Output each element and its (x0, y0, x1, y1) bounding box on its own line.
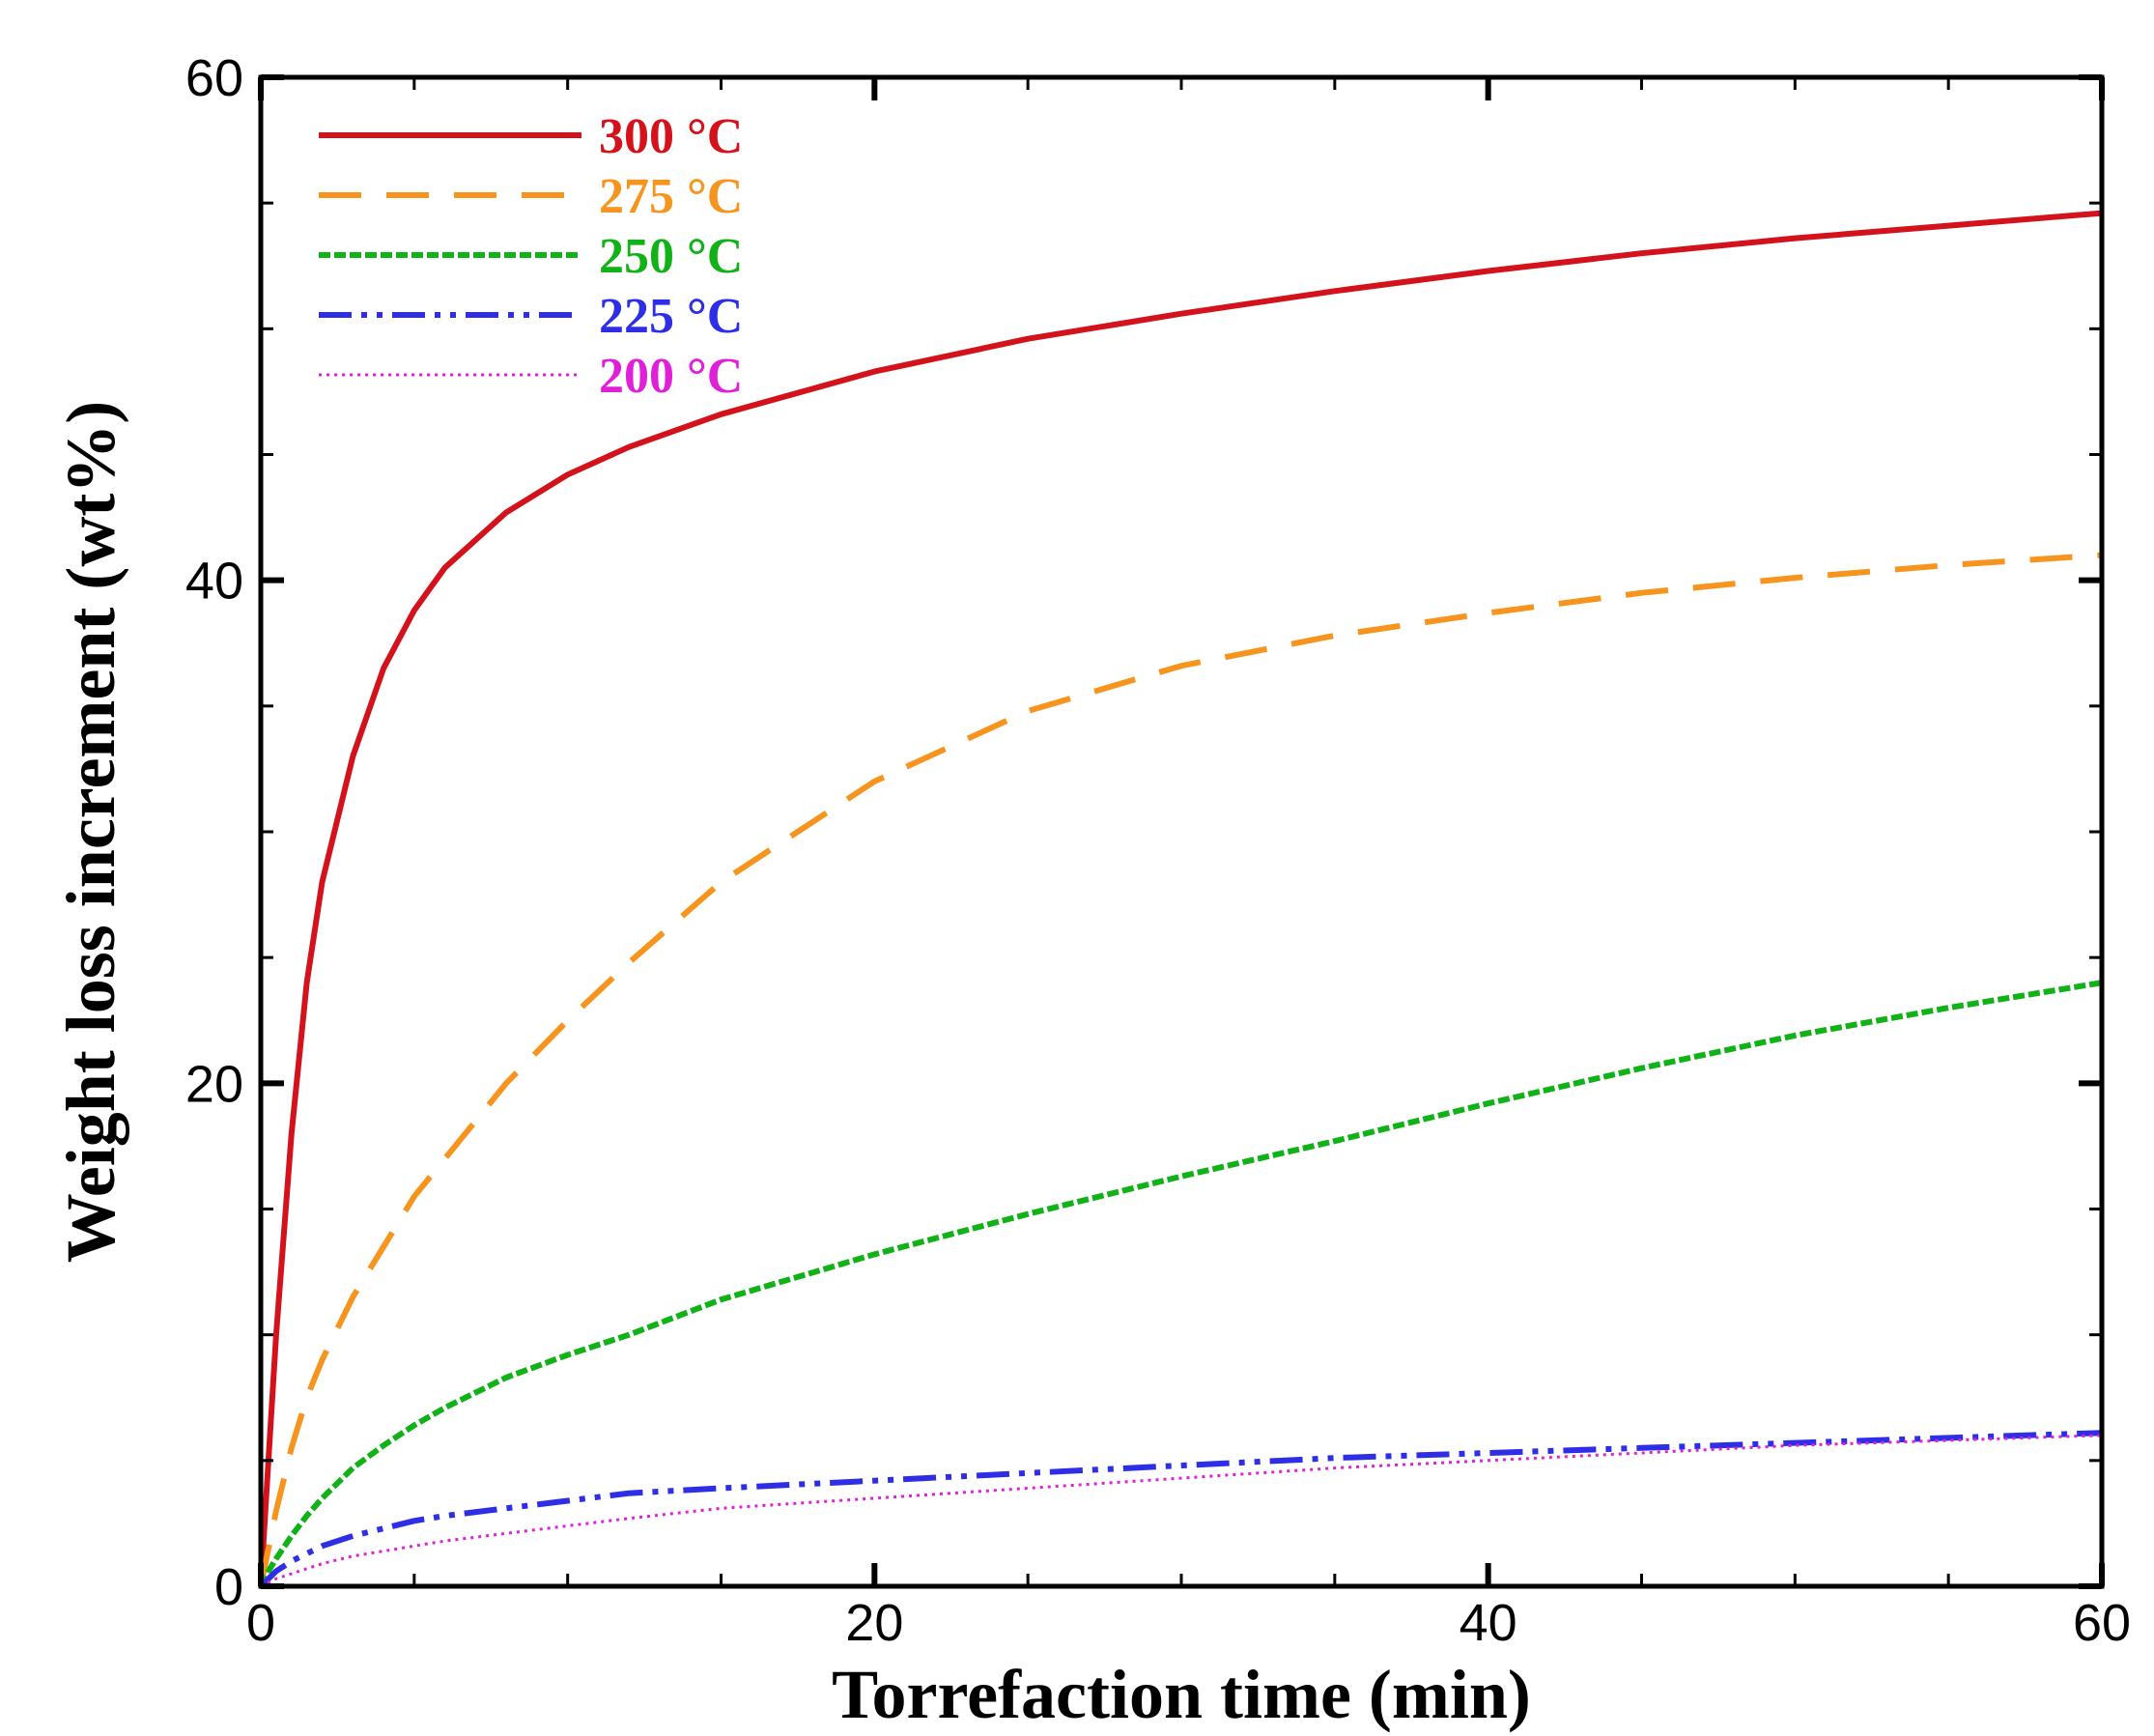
series-line-200 (260, 1434, 2103, 1588)
x-axis-title: Torrefaction time (min) (832, 1656, 1531, 1733)
x-tick-label: 40 (1460, 1594, 1517, 1652)
x-tick-label: 0 (246, 1594, 275, 1652)
legend-label-250: 250 °C (599, 229, 743, 284)
legend-label-275: 275 °C (599, 169, 743, 224)
y-tick-label: 60 (185, 49, 243, 107)
ticks-layer: 0 20 40 60 0 20 40 60 (185, 49, 2131, 1652)
legend-label-225: 225 °C (599, 289, 743, 344)
plot-frame (258, 74, 2105, 1589)
x-tick-label: 60 (2073, 1594, 2131, 1652)
series-line-275 (258, 552, 2103, 1587)
series-line-250 (258, 980, 2103, 1588)
y-tick-label: 40 (185, 553, 243, 611)
legend-label-200: 200 °C (599, 349, 743, 404)
x-tick-label: 20 (845, 1594, 903, 1652)
series-layer (258, 210, 2103, 1589)
series-line-300 (258, 210, 2103, 1587)
y-tick-label: 0 (214, 1558, 243, 1616)
legend-label-300: 300 °C (599, 109, 743, 164)
series-line-225 (258, 1430, 2103, 1589)
y-tick-label: 20 (185, 1055, 243, 1113)
y-axis-title: Weight loss increment (wt%) (52, 401, 129, 1264)
